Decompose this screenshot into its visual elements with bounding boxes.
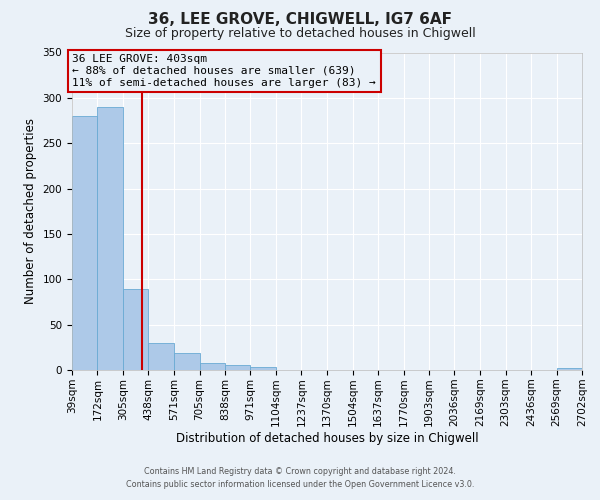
- Bar: [225, 364, 250, 370]
- Bar: [250, 368, 276, 370]
- Bar: [72, 116, 97, 370]
- Bar: [557, 368, 582, 370]
- Bar: [200, 362, 225, 370]
- Y-axis label: Number of detached properties: Number of detached properties: [24, 118, 37, 304]
- Text: Size of property relative to detached houses in Chigwell: Size of property relative to detached ho…: [125, 28, 475, 40]
- Bar: [97, 107, 123, 370]
- Bar: [148, 343, 174, 370]
- X-axis label: Distribution of detached houses by size in Chigwell: Distribution of detached houses by size …: [176, 432, 478, 445]
- Bar: [123, 290, 148, 370]
- Text: 36 LEE GROVE: 403sqm
← 88% of detached houses are smaller (639)
11% of semi-deta: 36 LEE GROVE: 403sqm ← 88% of detached h…: [73, 54, 376, 88]
- Text: 36, LEE GROVE, CHIGWELL, IG7 6AF: 36, LEE GROVE, CHIGWELL, IG7 6AF: [148, 12, 452, 28]
- Bar: [174, 353, 200, 370]
- Text: Contains HM Land Registry data © Crown copyright and database right 2024.
Contai: Contains HM Land Registry data © Crown c…: [126, 468, 474, 489]
